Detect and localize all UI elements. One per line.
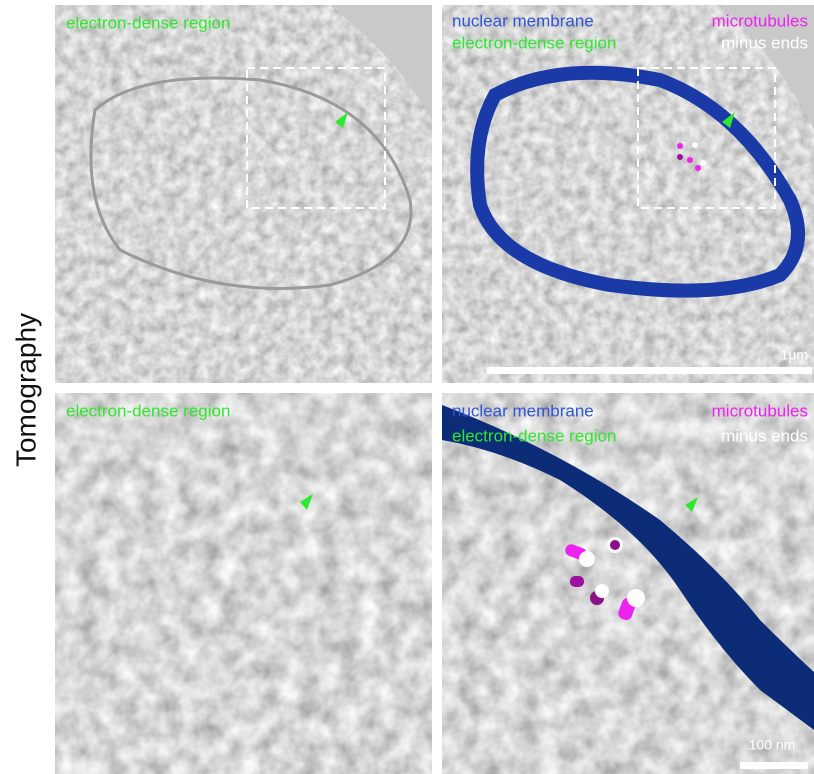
page: Tomography electron-dense region nuclear…: [0, 0, 814, 774]
scale-bar: [487, 367, 812, 374]
scale-bar: [740, 762, 808, 769]
scale-label: 100 nm: [749, 737, 796, 753]
label: electron-dense region: [66, 13, 230, 32]
label: nuclear membrane: [452, 11, 594, 30]
tomogram: [442, 5, 814, 383]
panel: nuclear membrane microtubules electron-d…: [442, 5, 814, 383]
label: electron-dense region: [452, 426, 616, 445]
figure: Tomography electron-dense region nuclear…: [0, 0, 814, 774]
tomogram: [55, 5, 432, 383]
panel: electron-dense region: [55, 393, 432, 774]
panel: nuclear membrane microtubules electron-d…: [442, 393, 814, 774]
label: electron-dense region: [452, 33, 616, 52]
label: electron-dense region: [66, 401, 230, 420]
label: microtubules: [712, 11, 808, 30]
label: microtubules: [712, 401, 808, 420]
row-label: Tomography: [10, 313, 41, 467]
tomogram: [55, 393, 432, 774]
label: nuclear membrane: [452, 401, 594, 420]
label: minus ends: [721, 426, 808, 445]
label: minus ends: [721, 33, 808, 52]
scale-label: 1μm: [780, 347, 808, 363]
panel: electron-dense region: [55, 5, 432, 383]
